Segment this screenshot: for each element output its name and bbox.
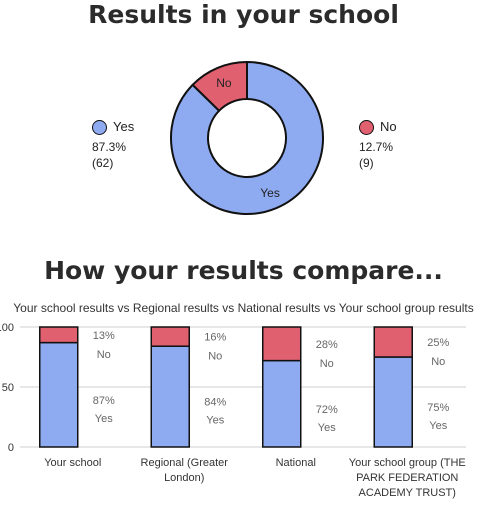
label-yes-pct-4: 75%	[427, 402, 449, 414]
x-category-label-3: National	[276, 457, 316, 469]
label-no-pct-2: 16%	[204, 332, 226, 344]
label-no-pct-4: 25%	[427, 337, 449, 349]
compare-chart-title: Your school results vs Regional results …	[13, 301, 474, 315]
legend-no: No 12.7% (9)	[359, 119, 397, 171]
school-results-title: Results in your school	[88, 0, 399, 29]
bar-yes-3	[262, 359, 302, 448]
label-no-name-1: No	[97, 349, 111, 361]
stacked-bar-chart: 0 50 100 13% No 87% Yes 16% No 84% Yes 28% No 72% Yes 2…	[0, 322, 466, 499]
label-yes-pct-3: 72%	[316, 404, 338, 416]
x-category-label-4-line-1: Your school group (THE	[349, 457, 466, 469]
bar-yes-4	[373, 356, 413, 448]
donut-chart: Yes No	[170, 60, 324, 215]
label-no-pct-1: 13%	[93, 330, 115, 342]
bar-no-3	[262, 326, 302, 362]
x-category-label-4-line-3: ACADEMY TRUST)	[359, 487, 456, 499]
x-category-label-4-line-2: PARK FEDERATION	[356, 472, 458, 484]
x-category-label-1: Your school	[44, 457, 101, 469]
legend-no-percent: 12.7%	[359, 140, 394, 154]
y-tick-label-100: 100	[0, 322, 14, 334]
legend-yes: Yes 87.3% (62)	[92, 119, 134, 171]
y-tick-label-50: 50	[2, 382, 14, 394]
legend-no-count: (9)	[359, 156, 374, 170]
legend-no-swatch	[359, 119, 374, 135]
y-tick-label-0: 0	[8, 442, 14, 454]
label-yes-name-4: Yes	[429, 420, 447, 432]
legend-yes-label: Yes	[113, 119, 135, 134]
compare-title: How your results compare...	[44, 256, 443, 285]
label-yes-name-3: Yes	[318, 422, 336, 434]
legend-yes-swatch	[92, 119, 107, 135]
bar-yes-2	[150, 345, 190, 448]
legend-no-label: No	[380, 119, 397, 134]
label-yes-pct-1: 87%	[93, 395, 115, 407]
label-no-name-3: No	[320, 358, 334, 370]
x-category-label-2-line-1: Regional (Greater	[141, 457, 229, 469]
legend-yes-percent: 87.3%	[92, 140, 127, 154]
label-yes-name-2: Yes	[206, 415, 224, 427]
bar-no-1	[39, 326, 79, 344]
label-yes-name-1: Yes	[95, 413, 113, 425]
x-category-label-2-line-2: London)	[164, 472, 204, 484]
legend-yes-count: (62)	[92, 156, 114, 170]
bar-no-2	[150, 326, 190, 347]
bar-no-4	[373, 326, 413, 358]
donut-slice-yes	[170, 60, 324, 215]
label-no-name-2: No	[208, 351, 222, 363]
label-no-name-4: No	[431, 356, 445, 368]
label-no-pct-3: 28%	[316, 339, 338, 351]
donut-slice-no	[191, 60, 248, 113]
label-yes-pct-2: 84%	[204, 397, 226, 409]
bar-yes-1	[39, 341, 79, 448]
donut-label-yes: Yes	[260, 186, 280, 200]
donut-label-no: No	[216, 76, 232, 90]
